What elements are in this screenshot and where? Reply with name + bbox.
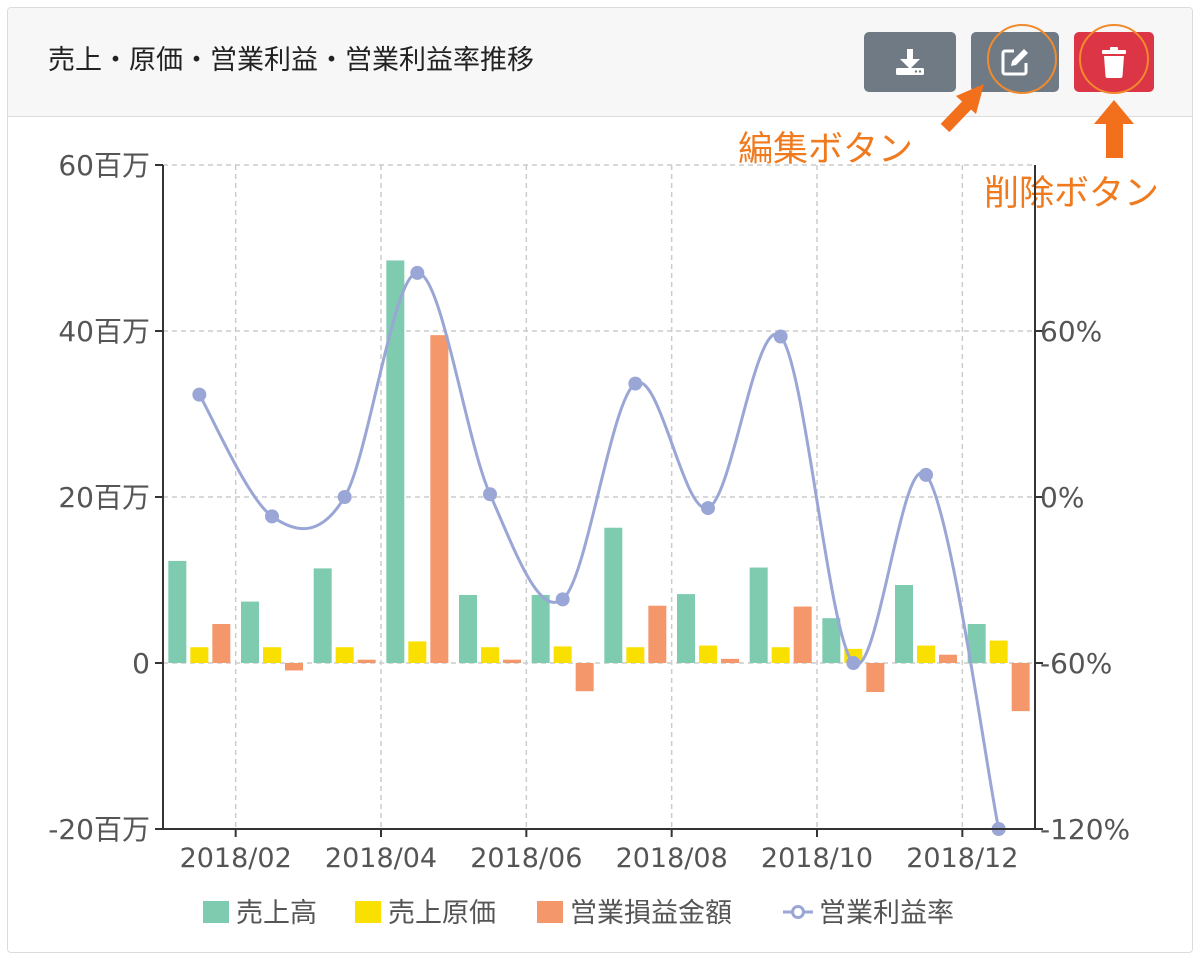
legend-label: 営業損益金額: [570, 898, 732, 929]
y-left-tick-label: 60百万: [58, 149, 150, 182]
bar-3: [503, 659, 521, 663]
bar-3: [357, 659, 376, 663]
download-button[interactable]: [864, 32, 956, 92]
bar-2: [989, 640, 1008, 663]
bar-2: [771, 647, 790, 663]
bar-2: [408, 641, 427, 663]
bar-1: [677, 594, 695, 663]
bar-2: [263, 647, 281, 663]
legend-swatch: [355, 901, 381, 923]
x-tick-label: 2018/06: [470, 843, 582, 874]
bar-2: [190, 647, 209, 663]
x-tick-label: 2018/08: [616, 843, 728, 874]
bar-2: [626, 647, 645, 663]
bar-1: [313, 568, 332, 663]
bar-3: [648, 605, 667, 663]
line-point: [192, 387, 207, 402]
edit-button[interactable]: [971, 32, 1059, 92]
legend-label: 営業利益率: [819, 898, 954, 929]
line-point: [265, 509, 279, 524]
y-right-tick-label: -120%: [1040, 813, 1130, 846]
edit-icon: [1001, 49, 1028, 76]
line-point: [483, 487, 497, 502]
bar-1: [895, 584, 913, 663]
x-tick-label: 2018/04: [325, 843, 437, 874]
bar-1: [822, 618, 841, 663]
bar-1: [749, 567, 768, 663]
edit-button-annotation: 編集ボタン: [738, 130, 914, 170]
bar-3: [866, 663, 885, 693]
bar-3: [721, 658, 739, 663]
trash-icon: [1102, 47, 1126, 78]
legend-label: 売上高: [236, 898, 317, 929]
line-point: [846, 656, 861, 670]
bar-1: [531, 594, 550, 663]
bar-2: [335, 647, 354, 663]
bar-2: [699, 645, 717, 663]
y-left-tick-label: 0: [132, 647, 150, 680]
bar-2: [917, 645, 935, 663]
legend-marker: [791, 905, 805, 919]
bar-1: [604, 527, 623, 663]
bar-1: [168, 560, 187, 663]
bar-3: [285, 663, 303, 671]
bar-3: [212, 623, 231, 663]
line-point: [701, 501, 715, 516]
bar-2: [481, 647, 499, 663]
line-series: [198, 271, 1001, 830]
delete-button-annotation: 削除ボタン: [984, 174, 1160, 214]
card-title: 売上・原価・営業利益・営業利益率推移: [48, 45, 534, 76]
legend-swatch: [203, 901, 229, 923]
line-point: [337, 490, 352, 504]
line-point: [919, 467, 933, 482]
bar-1: [241, 601, 259, 663]
bar-1: [967, 623, 986, 663]
delete-button[interactable]: [1074, 32, 1154, 92]
line-point: [773, 329, 788, 344]
y-right-tick-label: -60%: [1040, 647, 1112, 680]
y-right-tick-label: 0%: [1040, 481, 1084, 514]
y-left-tick-label: 20百万: [58, 481, 150, 514]
bar-2: [553, 646, 572, 663]
line-point: [628, 376, 643, 391]
y-left-tick-label: -20百万: [48, 813, 150, 846]
x-tick-label: 2018/02: [180, 843, 292, 874]
legend-swatch: [537, 901, 563, 923]
download-icon: [896, 49, 924, 75]
bar-3: [793, 606, 812, 663]
line-point: [410, 265, 425, 280]
bar-3: [575, 663, 594, 692]
y-right-tick-label: 60%: [1040, 315, 1102, 348]
line-point: [555, 592, 570, 607]
x-tick-label: 2018/10: [761, 843, 873, 874]
x-tick-label: 2018/12: [906, 843, 1018, 874]
y-left-tick-label: 40百万: [58, 315, 150, 348]
bar-3: [430, 335, 449, 663]
bar-1: [459, 594, 477, 663]
card-header: 売上・原価・営業利益・営業利益率推移: [8, 8, 1192, 117]
bar-3: [1011, 663, 1030, 712]
bar-3: [939, 654, 957, 663]
legend-label: 売上原価: [388, 898, 496, 929]
bar-1: [386, 260, 405, 663]
